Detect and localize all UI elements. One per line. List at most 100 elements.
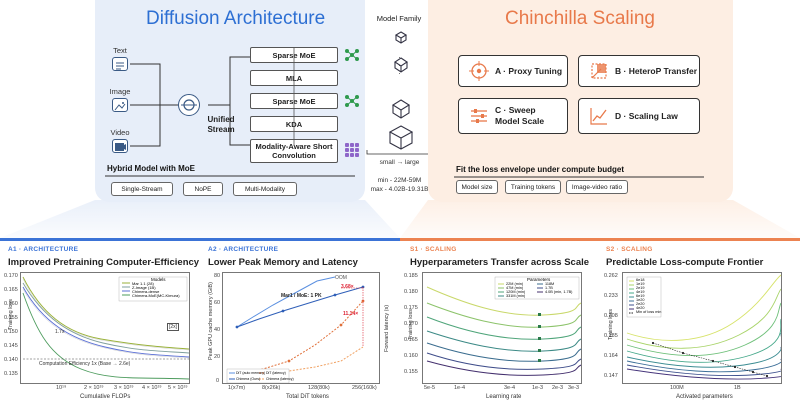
s1-legend-1: 47M (min) (506, 286, 524, 290)
block-stack-arrows (293, 47, 295, 146)
funnel-transition (0, 200, 800, 238)
s2-legend-4: 6e19 (636, 294, 645, 298)
box-proxy-tuning-label: A · Proxy Tuning (495, 66, 563, 76)
plot-a1-curves (22, 276, 189, 380)
a1-ytick-6: 0.140 (4, 357, 18, 363)
s1-legend-5: 1.7B (545, 286, 553, 290)
modality-image-label: Image (109, 87, 131, 96)
a1-legend-3: Chimera-MoE(MC-Kimura) (132, 293, 180, 298)
a1-annotation-efficiency: Computation Efficiency 1x (Base → 2.6e) (39, 361, 131, 367)
tag-single-stream: Single-Stream (111, 182, 173, 196)
stream-connectors (130, 56, 250, 147)
diffusion-title: Diffusion Architecture (146, 8, 326, 29)
tag-multi-modality: Multi-Modality (233, 182, 297, 196)
model-family-dot-2: · (398, 61, 401, 70)
a2-ytick-3: 20 (214, 354, 221, 360)
target-icon (469, 61, 489, 81)
hybrid-underline (105, 175, 355, 177)
s1-xtick-3: 1e-3 (532, 385, 544, 391)
a2-legend-1: Chimera (Ours) (236, 377, 261, 381)
a1-xtick-4: 5 × 10¹⁹ (168, 385, 188, 391)
model-min-size: min - 22M-59M (377, 177, 422, 184)
box-heterop-transfer-label: B · HeteroP Transfer (615, 66, 698, 76)
plot-s1: Parameters 22M (min) 47M (min) 120M (min… (422, 272, 582, 384)
plot-s1-curves (426, 276, 581, 376)
a2-annotation-oom: OOM (335, 275, 347, 281)
s2-legend-8: Min of loss min (636, 310, 662, 314)
s2-xlabel: Activated parameters (676, 394, 733, 400)
s2-legend-2: 2e19 (636, 286, 645, 290)
tag-training-tokens: Training tokens (505, 180, 561, 194)
fusion-node-icon (178, 94, 200, 116)
a1-xtick-1: 2 × 10¹⁹ (84, 385, 104, 391)
section-a1-title: Improved Pretraining Computer-Efficiency (8, 257, 200, 268)
plot-s2-curves (626, 274, 781, 380)
s1-ytick-1: 0.180 (404, 289, 418, 295)
s2-xtick-0: 100M (670, 385, 684, 391)
s1-xtick-2: 3e-4 (504, 385, 516, 391)
hybrid-model-label: Hybrid Model with MoE (107, 164, 195, 173)
plot-s2: 6e18 1e19 2e19 4e19 6e19 1e20 2e20 4e20 … (622, 272, 782, 384)
model-family-dot-1: · (398, 53, 401, 62)
s2-xtick-1: 1B (734, 385, 741, 391)
a2-legend-2: DiT (latency) (266, 371, 286, 375)
video-icon (112, 139, 128, 153)
modality-video-label: Video (110, 128, 130, 137)
a2-xtick-0: 1(x7m) (228, 385, 246, 391)
s2-legend-3: 4e19 (636, 290, 645, 294)
a2-xlabel: Total DiT tokens (286, 394, 329, 400)
section-a2-label: A2 · ARCHITECTURE (208, 246, 279, 253)
section-s2-title: Predictable Loss-compute Frontier (606, 257, 764, 268)
s1-legend-3: 331M (min) (506, 294, 526, 298)
a1-legend-0: Mar 1.1 (28) (132, 281, 154, 286)
sliders-icon (469, 106, 489, 126)
s1-ytick-3: 0.170 (404, 321, 418, 327)
s2-ytick-4: 0.164 (604, 353, 618, 359)
a2-xtick-1: 8(x26k) (262, 385, 281, 391)
s1-ytick-4: 0.165 (404, 337, 418, 343)
moe-network-icon (344, 48, 360, 65)
model-family-title: Model Family (376, 14, 422, 23)
tag-nope: NoPE (183, 182, 223, 196)
a2-annotation-peak: Mar1 / MoE: 1 PK (281, 293, 322, 299)
a1-ytick-1: 0.165 (4, 287, 18, 293)
plot-a2: OOM 3.68× 11.14× Mar1 / MoE: 1 PK DiT (a… (222, 272, 380, 384)
unified-stream-label: Unified Stream (207, 115, 235, 134)
section-a1-label: A1 · ARCHITECTURE (8, 246, 79, 253)
a2-xtick-2: 128(80k) (308, 385, 330, 391)
a1-ytick-4: 0.150 (4, 329, 18, 335)
s1-xtick-1: 1e-4 (454, 385, 466, 391)
model-family-dot-3: · (398, 69, 401, 78)
a1-ytick-2: 0.160 (4, 301, 18, 307)
s1-xtick-4: 2e-3 (552, 385, 564, 391)
s1-ytick-2: 0.175 (404, 305, 418, 311)
model-max-size: max - 4.02B-19.31B (370, 186, 429, 193)
s2-legend-5: 1e20 (636, 298, 645, 302)
modality-grid-icon (345, 143, 359, 157)
s1-ytick-0: 0.185 (404, 273, 418, 279)
s1-xtick-5: 3e-3 (568, 385, 580, 391)
a2-legend-3: Chimera (latency) (266, 377, 294, 381)
s1-legend-2: 120M (min) (506, 290, 526, 294)
a2-ylabel: Peak GPU cache memory (GiB) (208, 282, 214, 360)
s1-xlabel: Learning rate (486, 394, 522, 400)
plot-a1: Models Mar 1.1 (28) Z-Image (1B) Chimera… (20, 272, 190, 384)
chinchilla-title: Chinchilla Scaling (505, 8, 655, 29)
box-scaling-law-label: D · Scaling Law (615, 111, 678, 121)
a1-xtick-2: 3 × 10¹⁹ (114, 385, 134, 391)
fit-loss-envelope-label: Fit the loss envelope under compute budg… (456, 165, 625, 174)
s2-ytick-0: 0.262 (604, 273, 618, 279)
box-heterop-transfer: B · HeteroP Transfer (578, 55, 700, 87)
divider-architecture (0, 238, 400, 241)
a1-xtick-3: 4 × 10¹⁹ (142, 385, 162, 391)
s2-ytick-3: 0.185 (604, 333, 618, 339)
a2-ytick-1: 60 (214, 300, 221, 306)
a2-annotation-3-68x: 3.68× (341, 284, 354, 290)
s1-legend-0: 22M (min) (506, 282, 524, 286)
s1-ytick-6: 0.155 (404, 369, 418, 375)
a2-ytick-0: 80 (214, 273, 221, 279)
s1-ytick-5: 0.160 (404, 353, 418, 359)
s1-xtick-0: 5e-5 (424, 385, 436, 391)
a2-ylabel-right: Forward latency (s) (384, 304, 390, 352)
transfer-icon (589, 61, 609, 81)
